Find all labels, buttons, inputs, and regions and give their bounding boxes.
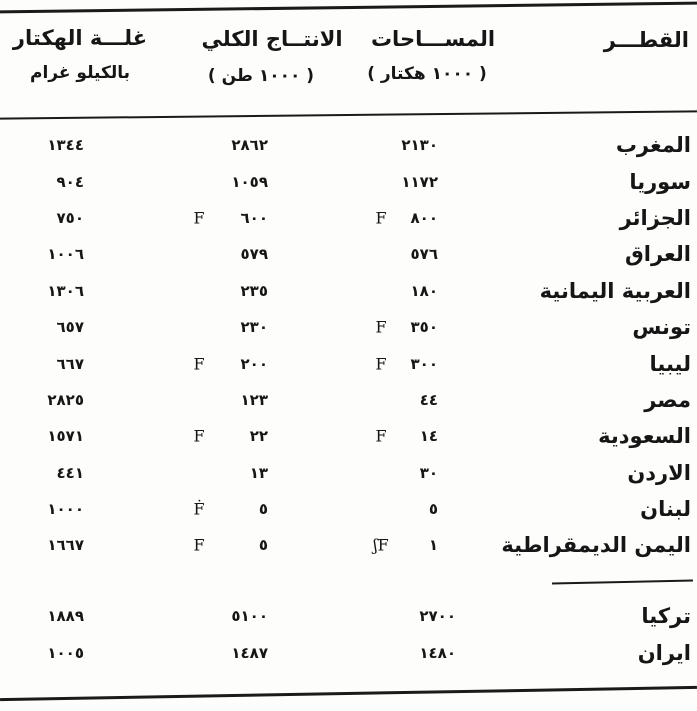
production-value: ٢٣٠ xyxy=(240,318,268,337)
areas-value: ٣٥٠ xyxy=(410,318,438,337)
production-value: ١٣ xyxy=(249,463,268,482)
yield-value: ٢٨٢٥ xyxy=(47,390,84,409)
column-header-production: الانتــاج الكلي xyxy=(201,27,343,51)
production-footnote-marker: Ḟ xyxy=(193,499,205,519)
table-row: السعودية F ١٤ F ٢٢ ١٥٧١ xyxy=(0,418,697,454)
table-row: ليبيا F ٣٠٠ F ٢٠٠ ٦٦٧ xyxy=(0,345,697,381)
production-value: ٦٠٠ xyxy=(240,208,268,227)
country-name: الاردن xyxy=(627,460,691,485)
production-value: ٥١٠٠ xyxy=(231,606,268,625)
production-value: ٥ xyxy=(258,536,268,555)
production-value: ٢٠٠ xyxy=(240,354,268,373)
table-row: اليمن الديمقراطية ʃF ١ F ٥ ١٦٦٧ xyxy=(0,527,697,563)
table-row: العراق ٥٧٦ ٥٧٩ ١٠٠٦ xyxy=(0,236,697,272)
column-header-production-unit: ( ١٠٠٠ طن ) xyxy=(207,66,315,86)
yield-value: ١٨٨٩ xyxy=(47,606,84,625)
table-row: الاردن ٣٠ ١٣ ٤٤١ xyxy=(0,455,697,491)
areas-value: ٣٠٠ xyxy=(410,354,438,373)
yield-value: ١٠٠٠ xyxy=(47,500,84,519)
column-header-country: القطـــر xyxy=(603,28,689,52)
table-row: العربية اليمانية ١٨٠ ٢٣٥ ١٣٠٦ xyxy=(0,273,697,309)
areas-value: ٣٠ xyxy=(419,463,438,482)
production-footnote-marker: F xyxy=(193,535,205,555)
country-name: السعودية xyxy=(598,424,691,449)
country-name: العربية اليمانية xyxy=(539,278,691,303)
areas-value: ١٨٠ xyxy=(410,281,438,300)
production-value: ٢٢ xyxy=(249,427,268,446)
yield-value: ١٦٦٧ xyxy=(47,536,84,555)
column-header-areas-unit: ( ١٠٠٠ هكتار ) xyxy=(367,64,487,84)
table-body-main: المغرب ٢١٣٠ ٢٨٦٢ ١٣٤٤ سوريا ١١٧٢ ١٠٥٩ ٩٠… xyxy=(0,127,697,564)
areas-value: ١٤٨٠ xyxy=(419,643,456,662)
table-row: تونس F ٣٥٠ ٢٣٠ ٦٥٧ xyxy=(0,309,697,345)
bottom-rule xyxy=(0,685,697,702)
production-footnote-marker: F xyxy=(193,208,205,228)
areas-value: ٤٤ xyxy=(419,390,438,409)
table-body-extra: تركيا ٢٧٠٠ ٥١٠٠ ١٨٨٩ ايران ١٤٨٠ ١٤٨٧ ١٠٠… xyxy=(0,597,697,671)
country-name: الجزائر xyxy=(619,205,691,230)
column-header-yield: غلـــة الهكتار xyxy=(12,26,148,50)
areas-value: ٥٧٦ xyxy=(410,245,438,264)
country-name: المغرب xyxy=(615,133,691,158)
areas-value: ١١٧٢ xyxy=(401,172,438,191)
production-value: ٥٧٩ xyxy=(240,245,268,264)
areas-value: ٢١٣٠ xyxy=(401,136,438,155)
production-value: ١٢٣ xyxy=(240,390,268,409)
areas-footnote-marker: ʃF xyxy=(373,535,389,555)
table-row: سوريا ١١٧٢ ١٠٥٩ ٩٠٤ xyxy=(0,163,697,199)
column-header-areas: المســـاحات xyxy=(370,27,496,51)
country-name: ايران xyxy=(637,640,691,665)
table-row: المغرب ٢١٣٠ ٢٨٦٢ ١٣٤٤ xyxy=(0,127,697,163)
country-name: تركيا xyxy=(641,603,691,628)
yield-value: ١٠٠٦ xyxy=(47,245,84,264)
yield-value: ١٠٠٥ xyxy=(47,643,84,662)
production-value: ١٤٨٧ xyxy=(231,643,268,662)
yield-value: ٩٠٤ xyxy=(56,172,84,191)
yield-value: ١٣٠٦ xyxy=(47,281,84,300)
yield-value: ٦٥٧ xyxy=(56,318,84,337)
areas-footnote-marker: F xyxy=(375,354,387,374)
areas-footnote-marker: F xyxy=(375,317,387,337)
yield-value: ٦٦٧ xyxy=(56,354,84,373)
table-row: الجزائر F ٨٠٠ F ٦٠٠ ٧٥٠ xyxy=(0,200,697,236)
country-name: تونس xyxy=(632,315,691,340)
country-name: ليبيا xyxy=(649,351,692,376)
production-value: ٥ xyxy=(258,500,268,519)
production-value: ٢٨٦٢ xyxy=(231,136,268,155)
yield-value: ٤٤١ xyxy=(56,463,84,482)
production-value: ٢٣٥ xyxy=(240,281,268,300)
yield-value: ١٥٧١ xyxy=(47,427,84,446)
yield-value: ٧٥٠ xyxy=(56,208,84,227)
top-rule xyxy=(0,1,697,14)
production-value: ١٠٥٩ xyxy=(231,172,268,191)
country-name: العراق xyxy=(625,242,691,267)
group-separator-rule xyxy=(551,579,694,585)
areas-footnote-marker: F xyxy=(375,208,387,228)
yield-value: ١٣٤٤ xyxy=(47,136,84,155)
areas-value: ٥ xyxy=(428,500,438,519)
table-row: ايران ١٤٨٠ ١٤٨٧ ١٠٠٥ xyxy=(0,634,697,671)
table-row: لبنان ٥ Ḟ ٥ ١٠٠٠ xyxy=(0,491,697,527)
areas-footnote-marker: F xyxy=(375,426,387,446)
production-footnote-marker: F xyxy=(193,354,205,374)
header-rule xyxy=(0,110,697,120)
areas-value: ١٤ xyxy=(419,427,438,446)
table-row: تركيا ٢٧٠٠ ٥١٠٠ ١٨٨٩ xyxy=(0,597,697,634)
country-name: لبنان xyxy=(640,497,691,522)
country-name: سوريا xyxy=(629,169,691,194)
table-row: مصر ٤٤ ١٢٣ ٢٨٢٥ xyxy=(0,382,697,418)
areas-value: ١ xyxy=(428,536,438,555)
country-name: مصر xyxy=(644,387,691,412)
column-header-yield-unit: بالكيلو غرام xyxy=(30,63,130,83)
areas-value: ٢٧٠٠ xyxy=(419,606,456,625)
country-name: اليمن الديمقراطية xyxy=(501,533,691,558)
areas-value: ٨٠٠ xyxy=(410,208,438,227)
production-footnote-marker: F xyxy=(193,426,205,446)
